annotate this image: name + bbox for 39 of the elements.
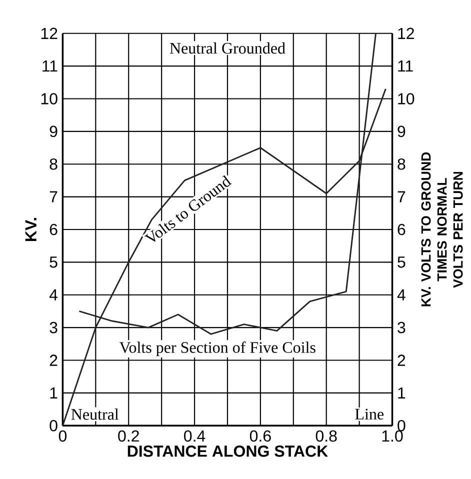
y2-tick-label: 11 — [398, 60, 413, 72]
y-tick-label: 9 — [50, 126, 58, 138]
y2-tick-label: 7 — [398, 191, 406, 202]
x-tick-label: 0.2 — [118, 430, 139, 442]
x-axis-title: DISTANCE ALONG STACK — [128, 446, 328, 457]
x-tick-label: 0 — [58, 430, 67, 442]
x-tick-label: 0.8 — [316, 430, 337, 442]
annotation: Neutral Grounded — [170, 42, 286, 54]
y-tick-label: 3 — [50, 322, 58, 334]
x-tick-label: 0.4 — [184, 430, 206, 442]
y-tick-label: 0 — [50, 420, 58, 432]
y2-tick-label: 12 — [398, 28, 414, 39]
y2-axis-title: KV. VOLTS TO GROUND TIMES NORMAL VOLTS PER TURN — [421, 152, 463, 306]
y2-tick-label: 9 — [398, 126, 406, 138]
y-tick-label: 8 — [50, 158, 58, 170]
y-tick-label: 6 — [50, 224, 58, 236]
series-label: Volts per Section of Five Coils — [119, 341, 316, 356]
y-tick-label: 10 — [41, 93, 58, 104]
annotation: Line — [355, 408, 384, 420]
y-axis-title: KV. — [25, 218, 36, 242]
y-tick-label: 2 — [50, 354, 58, 366]
y2-tick-label: 6 — [398, 224, 406, 236]
y-tick-label: 7 — [50, 191, 58, 202]
y2-tick-label: 3 — [398, 322, 406, 334]
y-tick-label: 11 — [42, 60, 58, 72]
y-tick-label: 4 — [49, 289, 58, 300]
y-tick-label: 5 — [50, 256, 58, 268]
y-tick-label: 12 — [41, 28, 58, 39]
y2-tick-label: 5 — [398, 256, 406, 268]
y2-tick-label: 10 — [398, 93, 414, 104]
y-tick-label: 1 — [50, 387, 58, 398]
y2-tick-label: 0 — [398, 420, 406, 432]
annotation: Neutral — [71, 408, 119, 420]
y2-tick-label: 2 — [398, 354, 406, 366]
y2-tick-label: 4 — [397, 289, 406, 300]
x-tick-label: 1.0 — [382, 430, 403, 442]
y2-tick-label: 8 — [398, 158, 406, 170]
x-tick-label: 0.6 — [250, 430, 271, 442]
y2-tick-label: 1 — [398, 387, 406, 398]
